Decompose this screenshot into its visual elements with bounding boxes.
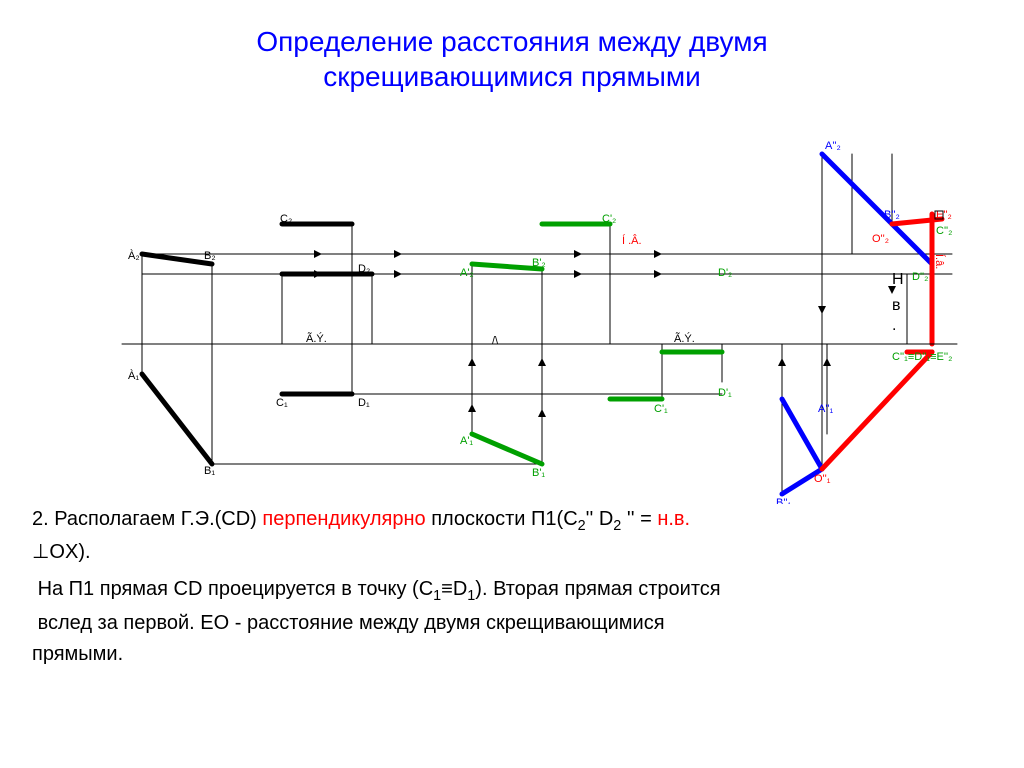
svg-text:À₁: À₁ bbox=[128, 369, 139, 382]
p3a: На П1 прямая CD проецируется в точку (C bbox=[38, 578, 434, 600]
p1f: н.в. bbox=[657, 508, 690, 530]
para-1: 2. Располагаем Г.Э.(CD) перпендикулярно … bbox=[32, 504, 992, 537]
svg-text:/\: /\ bbox=[492, 335, 499, 347]
svg-text:À₂: À₂ bbox=[128, 249, 140, 262]
svg-text:A''₂: A''₂ bbox=[825, 140, 841, 152]
svg-text:D'₁: D'₁ bbox=[718, 387, 732, 399]
perp-symbol: ⊥ bbox=[32, 541, 49, 563]
svg-text:Í .Â.: Í .Â. bbox=[622, 234, 642, 247]
para-3: На П1 прямая CD проецируется в точку (C1… bbox=[32, 574, 992, 607]
svg-text:Ã.Ý.: Ã.Ý. bbox=[306, 332, 327, 345]
p2a: OX). bbox=[49, 541, 90, 563]
explanation-text: 2. Располагаем Г.Э.(CD) перпендикулярно … bbox=[0, 504, 1024, 670]
title-line-2: скрещивающимися прямыми bbox=[323, 61, 701, 92]
svg-text:B'₂: B'₂ bbox=[532, 257, 546, 269]
para-5: прямыми. bbox=[32, 639, 992, 670]
title-line-1: Определение расстояния между двумя bbox=[256, 26, 767, 57]
p3b: ≡D bbox=[441, 578, 467, 600]
svg-text:C₁: C₁ bbox=[276, 397, 288, 409]
para-2: ⊥OX). bbox=[32, 537, 992, 568]
p1b: перпендикулярно bbox=[262, 508, 425, 530]
svg-text:D₁: D₁ bbox=[358, 397, 370, 409]
p1a: 2. Располагаем Г.Э.(CD) bbox=[32, 508, 262, 530]
svg-text:Н: Н bbox=[892, 271, 904, 288]
svg-text:.: . bbox=[892, 317, 896, 334]
svg-text:C'₂: C'₂ bbox=[602, 213, 616, 225]
svg-text:O''₁: O''₁ bbox=[814, 473, 831, 485]
svg-text:B₁: B₁ bbox=[204, 465, 215, 477]
svg-text:B₂: B₂ bbox=[204, 250, 216, 262]
p1s1: 2 bbox=[578, 518, 586, 534]
p1c: плоскости П1(C bbox=[426, 508, 578, 530]
svg-text:O''₂: O''₂ bbox=[872, 233, 889, 245]
svg-text:D'₂: D'₂ bbox=[718, 267, 732, 279]
svg-text:C'₁: C'₁ bbox=[654, 403, 668, 415]
svg-text:C''₂: C''₂ bbox=[936, 225, 952, 237]
svg-text:A''₁: A''₁ bbox=[818, 403, 834, 415]
page-title: Определение расстояния между двумя скрещ… bbox=[0, 0, 1024, 94]
p3s1: 1 bbox=[433, 588, 441, 604]
p1d: '' D bbox=[586, 508, 614, 530]
p3c: ). Вторая прямая строится bbox=[475, 578, 720, 600]
svg-text:D''₂: D''₂ bbox=[912, 271, 928, 283]
svg-text:Ã.Ý.: Ã.Ý. bbox=[674, 332, 695, 345]
svg-text:A'₁: A'₁ bbox=[460, 435, 473, 447]
svg-text:в: в bbox=[892, 297, 901, 314]
geometry-diagram: À₂ À₁ B₂ B₁ C₂ C₁ D₂ D₁ Ã.Ý. A'₂ A'₁ B'₂ B'₁ C'₂ C'₁ D'… bbox=[62, 94, 962, 504]
p4: вслед за первой. EO - расстояние между д… bbox=[38, 612, 665, 634]
svg-text:C''₁≡D''₁≡E''₂: C''₁≡D''₁≡E''₂ bbox=[892, 351, 952, 363]
svg-text:A'₂: A'₂ bbox=[460, 267, 474, 279]
svg-text:Í.â.: Í.â. bbox=[933, 254, 946, 269]
svg-text:B''₂: B''₂ bbox=[884, 209, 900, 221]
svg-text:B'₁: B'₁ bbox=[532, 467, 545, 479]
p1e: '' = bbox=[621, 508, 657, 530]
svg-text:C₂: C₂ bbox=[280, 213, 292, 225]
para-4: вслед за первой. EO - расстояние между д… bbox=[32, 608, 992, 639]
svg-text:D₂: D₂ bbox=[358, 263, 370, 275]
svg-text:B''₁: B''₁ bbox=[776, 497, 792, 504]
